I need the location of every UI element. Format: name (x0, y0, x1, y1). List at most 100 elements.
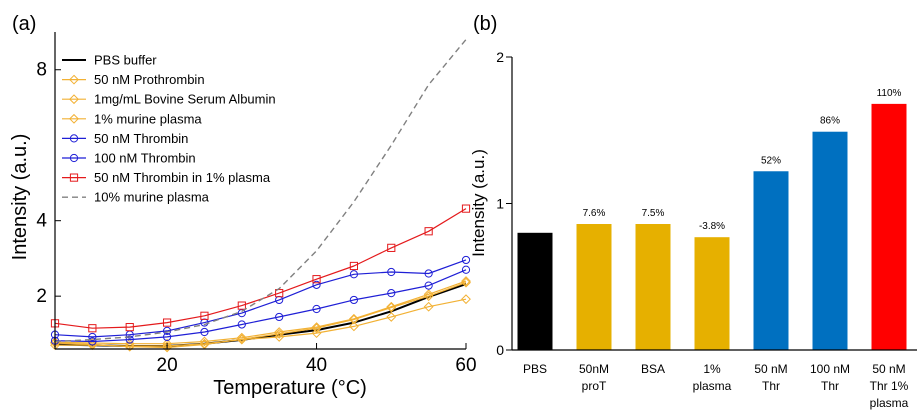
series-7 (54, 39, 467, 343)
data-point (461, 294, 471, 305)
data-point (275, 312, 284, 322)
series-4 (50, 265, 471, 346)
x-tick-label: 20 (157, 355, 178, 376)
category-label: 100 nM (810, 362, 850, 376)
bar-value-label: 86% (820, 116, 840, 127)
x-tick-label: 60 (455, 355, 476, 376)
legend-item: 1mg/mL Bovine Serum Albumin (62, 92, 276, 107)
plot-area (50, 32, 471, 353)
data-point (200, 327, 209, 337)
legend-item: 100 nM Thrombin (62, 151, 196, 166)
y-tick-label: 2 (36, 286, 47, 307)
y-ticks: 2 4 8 (36, 60, 61, 307)
category-label: PBS (523, 362, 547, 376)
y-tick-label: 4 (36, 211, 47, 232)
data-point (423, 301, 434, 312)
legend-marker (69, 74, 79, 85)
bar-chart-panel: (b) PBS 7.6% 50nM proT 7.5% BSA -3.8% 1% plasma 5… (469, 13, 917, 410)
legend-item: 50 nM Prothrombin (62, 72, 205, 87)
category-label: proT (582, 379, 607, 393)
data-point (461, 255, 471, 265)
category-label: 50 nM (872, 362, 905, 376)
data-point (386, 312, 397, 322)
category-label: Thr 1% (870, 379, 909, 393)
data-point (162, 342, 172, 353)
data-point (461, 277, 471, 288)
data-point (162, 332, 172, 342)
category-label: 50 nM (754, 362, 787, 376)
legend-label: 100 nM Thrombin (94, 151, 196, 166)
category-label: plasma (693, 379, 732, 393)
data-point (237, 301, 246, 310)
category-label: plasma (870, 396, 909, 410)
data-point (88, 332, 97, 342)
legend-marker (69, 153, 79, 163)
data-point (461, 265, 471, 274)
bar-value-label: 7.6% (583, 208, 606, 219)
data-point (162, 326, 172, 335)
y-axis-title: Intensity (a.u.) (9, 134, 31, 261)
bar (871, 103, 907, 350)
bar (635, 224, 671, 350)
bar (517, 232, 553, 350)
data-point (423, 289, 434, 300)
bar-value-label: 7.5% (642, 208, 665, 219)
x-tick-label: 40 (306, 355, 327, 376)
bar-y-axis-title: Intensity (a.u.) (469, 149, 488, 257)
legend-item: 50 nM Thrombin (62, 131, 188, 146)
series-line (54, 269, 467, 343)
legend-label: 50 nM Thrombin (94, 131, 188, 146)
x-ticks: 20 40 60 (157, 343, 477, 376)
data-point (88, 337, 97, 346)
data-point (312, 280, 321, 289)
legend-marker (69, 173, 79, 182)
bar (694, 237, 730, 350)
series-line (54, 208, 467, 329)
bar-value-label: -3.8% (699, 221, 725, 232)
line-chart-panel: (a) 20 40 60 2 4 8 Temperature (°C) Intensit… (9, 13, 477, 399)
legend-marker (69, 113, 79, 124)
legend: PBS buffer 50 nM Prothrombin 1mg/mL Bovine… (62, 53, 276, 205)
series-line (54, 280, 467, 345)
legend-item: 50 nM Thrombin in 1% plasma (62, 170, 271, 185)
legend-label: 10% murine plasma (94, 190, 210, 205)
data-point (349, 295, 359, 305)
data-point (236, 332, 247, 343)
data-point (312, 304, 321, 314)
data-point (88, 324, 97, 333)
legend-label: 50 nM Thrombin in 1% plasma (94, 170, 271, 185)
data-point (162, 318, 172, 327)
data-point (461, 276, 471, 286)
data-point (274, 327, 285, 337)
data-point (349, 261, 359, 271)
x-axis-title: Temperature (°C) (213, 377, 367, 399)
data-point (424, 281, 433, 290)
category-label: Thr (821, 379, 839, 393)
bar-y-tick-label: 0 (496, 342, 504, 358)
data-point (349, 321, 359, 332)
bar-value-label: 110% (877, 88, 902, 99)
legend-label: 50 nM Prothrombin (94, 72, 205, 87)
legend-item: PBS buffer (62, 53, 157, 68)
bar (576, 224, 612, 350)
legend-label: 1mg/mL Bovine Serum Albumin (94, 92, 276, 107)
series-line (54, 282, 467, 349)
legend-item: 10% murine plasma (62, 190, 210, 205)
legend-marker (69, 94, 79, 105)
data-point (387, 289, 396, 298)
data-point (125, 335, 134, 344)
bar (812, 131, 848, 350)
category-label: 50nM (579, 362, 609, 376)
data-point (387, 267, 396, 277)
bar (753, 171, 789, 350)
bar-y-tick-label: 2 (496, 49, 504, 65)
data-point (461, 204, 471, 213)
series-line (54, 259, 467, 338)
series-line (54, 39, 467, 343)
legend-label: 1% murine plasma (94, 111, 202, 126)
panel-label-a: (a) (12, 13, 36, 35)
data-point (199, 336, 210, 347)
data-point (387, 243, 396, 252)
legend-marker (69, 134, 79, 143)
